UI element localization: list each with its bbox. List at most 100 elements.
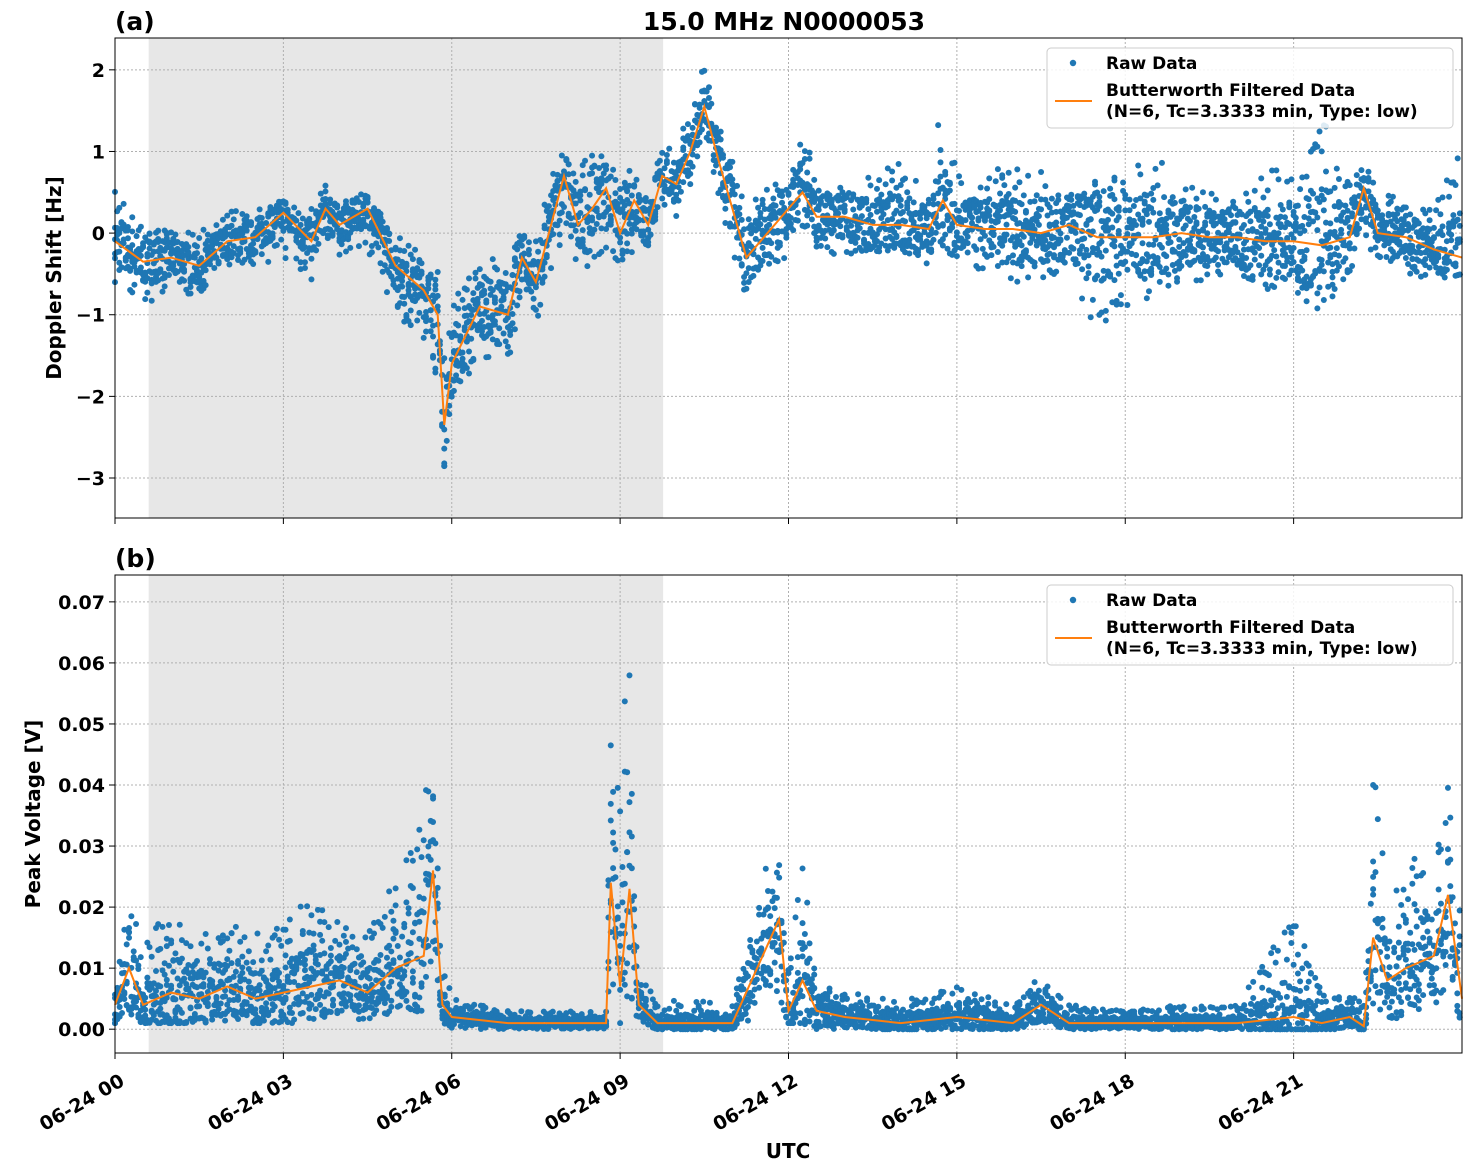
raw-data-point [1089, 296, 1096, 303]
raw-data-point [441, 355, 448, 362]
raw-data-point [407, 251, 414, 258]
raw-data-point [893, 232, 900, 239]
raw-data-point [116, 230, 123, 237]
raw-data-point [750, 272, 757, 279]
raw-data-point [476, 311, 483, 318]
raw-data-point [997, 207, 1004, 214]
raw-data-point [347, 967, 354, 974]
raw-data-point [537, 301, 544, 308]
raw-data-point [999, 259, 1006, 266]
raw-data-point [790, 183, 797, 190]
raw-data-point [239, 230, 246, 237]
raw-data-point [172, 231, 179, 238]
raw-data-point [689, 163, 696, 170]
raw-data-point [297, 259, 304, 266]
raw-data-point [994, 262, 1001, 269]
raw-data-point [628, 230, 635, 237]
raw-data-point [1327, 244, 1334, 251]
raw-data-point [1335, 252, 1342, 259]
raw-data-point [194, 958, 201, 965]
raw-data-point [631, 182, 638, 189]
raw-data-point [603, 162, 610, 169]
raw-data-point [407, 322, 414, 329]
raw-data-point [146, 245, 153, 252]
raw-data-point [1342, 202, 1349, 209]
raw-data-point [923, 260, 930, 267]
raw-data-point [265, 942, 272, 949]
raw-data-point [518, 276, 525, 283]
raw-data-point [194, 243, 201, 250]
raw-data-point [1437, 211, 1444, 218]
raw-data-point [1193, 221, 1200, 228]
raw-data-point [282, 199, 289, 206]
raw-data-point [801, 148, 808, 155]
raw-data-point [489, 287, 496, 294]
raw-data-point [1335, 263, 1342, 270]
raw-data-point [1068, 191, 1075, 198]
raw-data-point [390, 935, 397, 942]
raw-data-point [256, 206, 263, 213]
raw-data-point [596, 165, 603, 172]
raw-data-point [148, 297, 155, 304]
raw-data-point [491, 318, 498, 325]
raw-data-point [591, 253, 598, 260]
raw-data-point [626, 200, 633, 207]
raw-data-point [256, 982, 263, 989]
raw-data-point [1249, 273, 1256, 280]
raw-data-point [1182, 186, 1189, 193]
raw-data-point [1012, 216, 1019, 223]
raw-data-point [441, 445, 448, 452]
raw-data-point [797, 166, 804, 173]
raw-data-point [1441, 274, 1448, 281]
raw-data-point [237, 245, 244, 252]
raw-data-point [1109, 210, 1116, 217]
raw-data-point [271, 224, 278, 231]
raw-data-point [239, 969, 246, 976]
raw-data-point [471, 1001, 478, 1008]
raw-data-point [1133, 222, 1140, 229]
raw-data-point [1020, 233, 1027, 240]
raw-data-point [1018, 263, 1025, 270]
raw-data-point [794, 182, 801, 189]
raw-data-point [675, 184, 682, 191]
raw-data-point [278, 942, 285, 949]
raw-data-point [705, 84, 712, 91]
raw-data-point [1448, 237, 1455, 244]
raw-data-point [137, 954, 144, 961]
raw-data-point [776, 242, 783, 249]
raw-data-point [353, 946, 360, 953]
raw-data-point [1085, 252, 1092, 259]
raw-data-point [752, 235, 759, 242]
raw-data-point [561, 204, 567, 211]
raw-data-point [841, 208, 848, 215]
raw-data-point [121, 989, 128, 996]
raw-data-point [617, 239, 624, 246]
raw-data-point [1111, 277, 1118, 284]
raw-data-point [902, 175, 909, 182]
raw-data-point [880, 211, 887, 218]
raw-data-point [694, 153, 701, 160]
raw-data-point [317, 931, 324, 938]
raw-data-point [593, 205, 600, 212]
raw-data-point [1316, 284, 1323, 291]
raw-data-point [937, 173, 944, 180]
raw-data-point [979, 265, 986, 272]
raw-data-point [1158, 159, 1165, 166]
raw-data-point [647, 231, 654, 238]
raw-data-point [416, 918, 423, 925]
raw-data-point [582, 187, 589, 194]
raw-data-point [729, 158, 736, 165]
raw-data-point [951, 159, 958, 166]
raw-data-point [235, 257, 242, 264]
raw-data-point [633, 226, 640, 233]
raw-data-point [633, 176, 640, 183]
raw-data-point [673, 213, 680, 220]
raw-data-point [759, 201, 766, 208]
raw-data-point [990, 231, 997, 238]
y-tick-label: 2 [92, 60, 105, 82]
raw-data-point [518, 242, 525, 249]
raw-data-point [1279, 206, 1286, 213]
raw-data-point [157, 983, 164, 990]
raw-data-point [826, 192, 833, 199]
raw-data-point [491, 296, 498, 303]
